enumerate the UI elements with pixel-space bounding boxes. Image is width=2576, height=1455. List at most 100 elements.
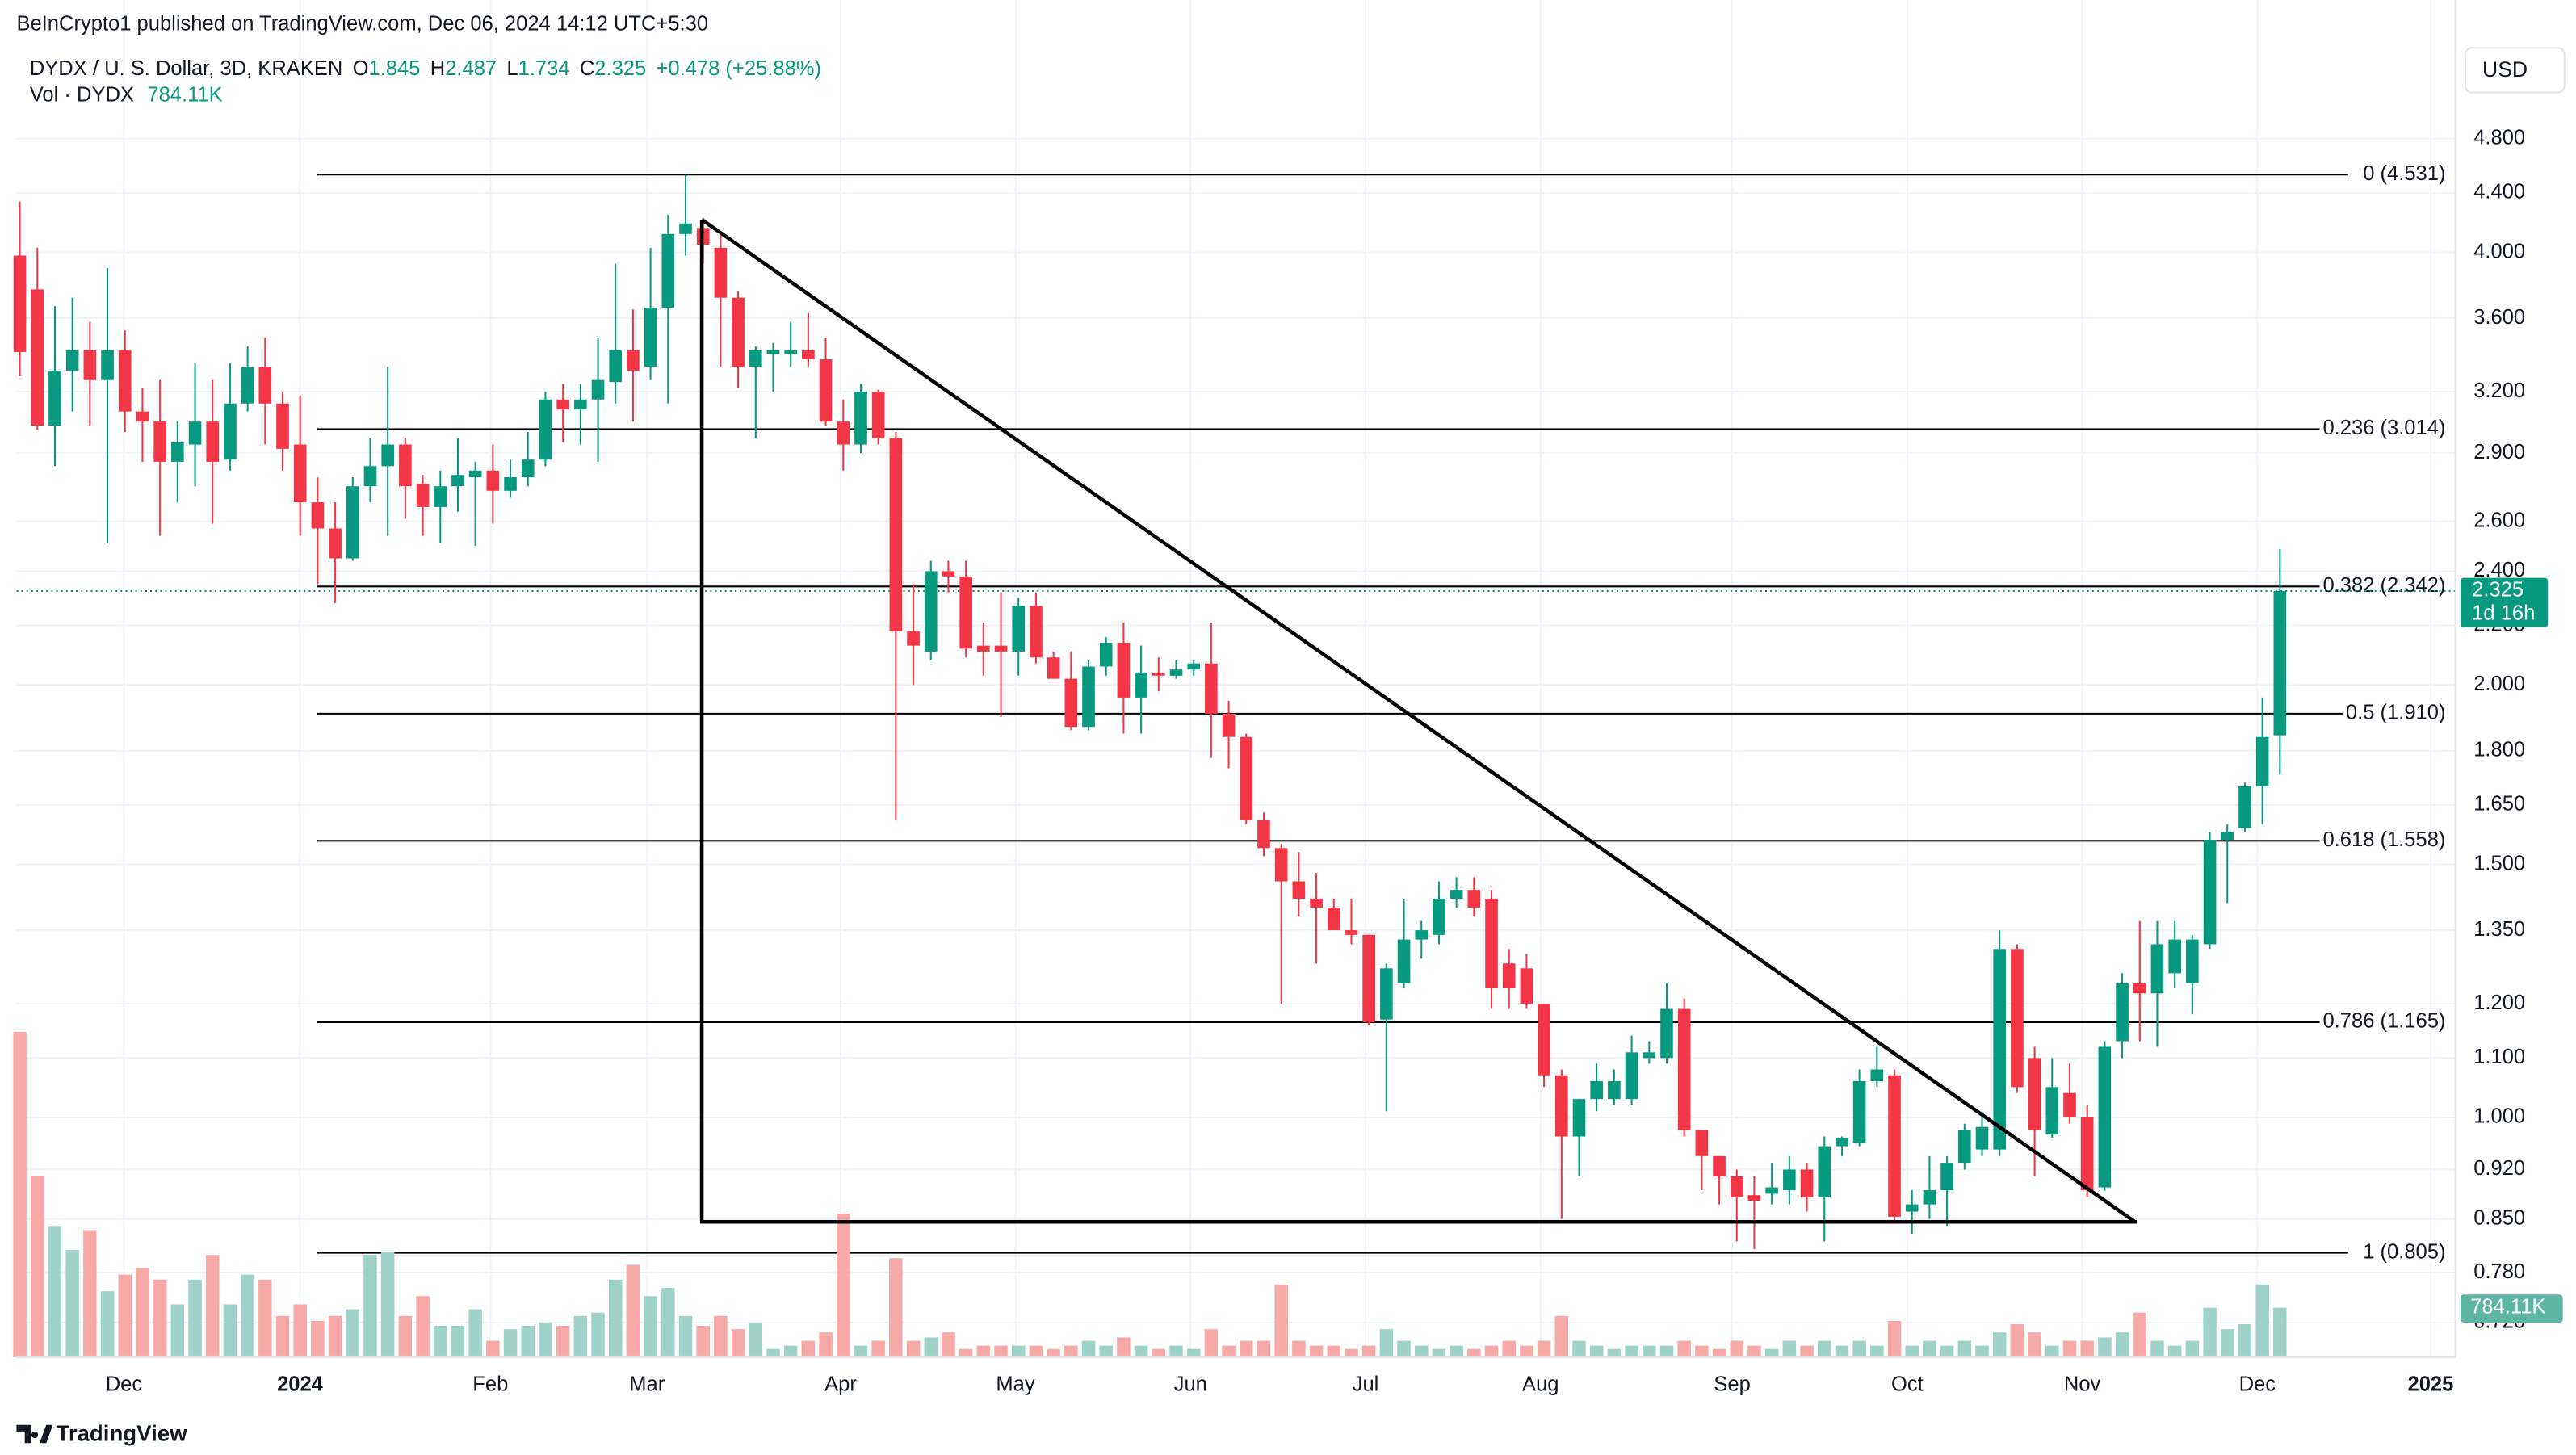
- volume-bar: [1292, 1340, 1306, 1357]
- h-label: H: [430, 57, 445, 80]
- y-tick-label: 2.900: [2473, 441, 2525, 463]
- candle-body: [871, 392, 885, 438]
- candle-body: [101, 350, 114, 380]
- candle-body: [977, 645, 990, 652]
- candle-body: [1467, 890, 1481, 908]
- candle-body: [188, 421, 202, 445]
- volume-bar: [1554, 1315, 1569, 1357]
- volume-bar: [13, 1032, 27, 1357]
- volume-bar: [1659, 1345, 1674, 1357]
- candle-body: [1695, 1130, 1709, 1156]
- y-tick-label: 3.600: [2473, 306, 2525, 329]
- volume-bar: [258, 1279, 272, 1357]
- candle-body: [1572, 1099, 1586, 1137]
- volume-layer: [13, 1032, 2287, 1357]
- candle-body: [1082, 666, 1095, 728]
- candle-body: [1975, 1126, 1989, 1150]
- countdown-label: 1d 16h: [2472, 602, 2535, 624]
- volume-bar: [1940, 1345, 1954, 1357]
- candle-body: [136, 411, 149, 422]
- drawings: [699, 218, 2138, 1224]
- candle-body: [802, 350, 815, 360]
- x-tick-label: Mar: [629, 1373, 665, 1395]
- candle-body: [1274, 848, 1288, 882]
- candle-body: [591, 379, 605, 400]
- candle-body: [1415, 930, 1429, 940]
- last-price-label: 2.325: [2472, 579, 2524, 602]
- candle-body: [1099, 643, 1113, 667]
- volume-bar: [1117, 1337, 1131, 1357]
- candle-body: [556, 399, 569, 410]
- candle-body: [1030, 606, 1043, 658]
- candle-body: [118, 350, 132, 412]
- volume-bar: [328, 1315, 342, 1357]
- candle-body: [363, 466, 377, 487]
- y-tick-label: 1.350: [2473, 918, 2525, 941]
- y-tick-label: 0.780: [2473, 1260, 2525, 1283]
- volume-bar: [241, 1274, 254, 1357]
- candle-body: [1870, 1069, 1884, 1081]
- volume-bar: [1572, 1340, 1586, 1357]
- volume-bar: [2203, 1307, 2217, 1357]
- y-tick-label: 2.000: [2473, 673, 2525, 695]
- volume-bar: [65, 1249, 79, 1357]
- candle-body: [48, 370, 61, 426]
- volume-bar: [1643, 1345, 1656, 1357]
- candle-body: [2098, 1046, 2112, 1188]
- volume-bar: [1047, 1348, 1060, 1357]
- volume-bar: [906, 1340, 921, 1357]
- volume-bar: [644, 1296, 657, 1357]
- y-tick-label: 1.800: [2473, 738, 2525, 761]
- candle-body: [206, 421, 220, 462]
- candle-body: [1590, 1080, 1604, 1100]
- volume-bar: [749, 1322, 763, 1357]
- candle-body: [2028, 1058, 2041, 1130]
- candle-body: [1940, 1163, 1953, 1191]
- volume-bar: [1695, 1345, 1709, 1357]
- volume-bar: [556, 1326, 570, 1357]
- candle-body: [1187, 663, 1201, 670]
- x-tick-label: 2025: [2407, 1373, 2453, 1395]
- candle-body: [1222, 713, 1236, 737]
- candle-body: [889, 438, 903, 631]
- volume-bar: [801, 1340, 816, 1357]
- volume-bar: [2098, 1337, 2112, 1357]
- currency-box[interactable]: [2464, 47, 2566, 94]
- y-tick-label: 3.200: [2473, 379, 2525, 402]
- c-value: 2.325: [594, 57, 646, 80]
- volume-bar: [1274, 1284, 1288, 1357]
- candle-body: [942, 571, 955, 577]
- y-tick-label: 4.400: [2473, 181, 2525, 203]
- candle-body: [2255, 736, 2269, 786]
- candle-body: [1730, 1176, 1743, 1197]
- symbol: DYDX / U. S. Dollar, 3D, KRAKEN: [30, 57, 343, 80]
- candle-body: [2238, 786, 2251, 828]
- candle-body: [2133, 983, 2146, 994]
- volume-bar: [1712, 1348, 1726, 1357]
- volume-bar: [608, 1279, 623, 1357]
- volume-bar: [1782, 1340, 1797, 1357]
- volume-bar: [1327, 1345, 1341, 1357]
- fib-label: 0.786 (1.165): [2322, 1010, 2445, 1033]
- candle-body: [1747, 1195, 1761, 1201]
- candle-body: [1205, 663, 1218, 714]
- candle-body: [1625, 1052, 1638, 1100]
- candle-body: [819, 359, 833, 422]
- volume-bar: [1607, 1348, 1622, 1357]
- volume-bar: [1589, 1345, 1604, 1357]
- volume-bar: [942, 1332, 955, 1357]
- candle-body: [609, 350, 623, 383]
- volume-bar: [83, 1230, 97, 1357]
- o-label: O: [353, 57, 369, 80]
- volume-bar: [924, 1337, 938, 1357]
- y-tick-label: 1.650: [2473, 793, 2525, 816]
- candle-body: [486, 470, 500, 491]
- candle-body: [1502, 963, 1516, 989]
- candle-body: [2186, 939, 2199, 983]
- volume-bar: [2221, 1329, 2234, 1357]
- volume-title: Vol · DYDX: [30, 83, 134, 106]
- currency[interactable]: USD: [2482, 57, 2528, 82]
- volume-bar: [819, 1332, 833, 1357]
- volume-bar: [293, 1304, 307, 1357]
